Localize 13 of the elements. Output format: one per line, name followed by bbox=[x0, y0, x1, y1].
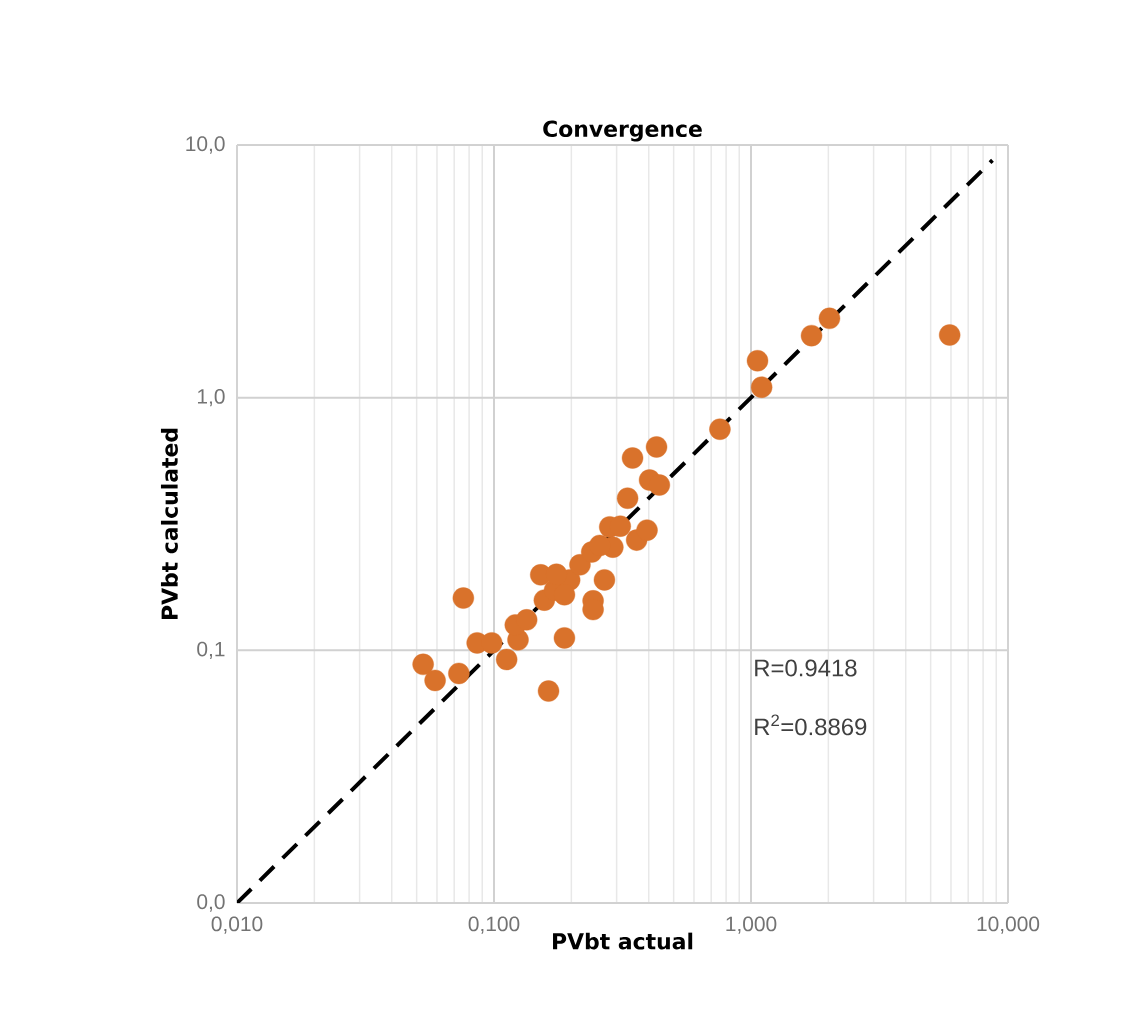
x-tick-label: 1,000 bbox=[726, 916, 777, 934]
x-tick-label: 10,000 bbox=[977, 916, 1040, 934]
y-tick-label: 0,1 bbox=[197, 641, 225, 659]
y-axis-title: PVbt calculated bbox=[160, 428, 178, 619]
annotation: R=0.9418 bbox=[755, 659, 857, 677]
chart-title: Convergence bbox=[543, 120, 702, 142]
x-tick-label: 0,100 bbox=[468, 916, 520, 934]
x-tick-label: 0,010 bbox=[211, 916, 263, 934]
annotation: R$^{2}$=0.8869 bbox=[755, 714, 867, 736]
x-axis-title: PVbt actual bbox=[553, 932, 693, 950]
y-tick-label: 0,0 bbox=[197, 894, 225, 912]
y-tick-label: 10,0 bbox=[186, 136, 225, 154]
y-tick-label: 1,0 bbox=[197, 389, 225, 407]
